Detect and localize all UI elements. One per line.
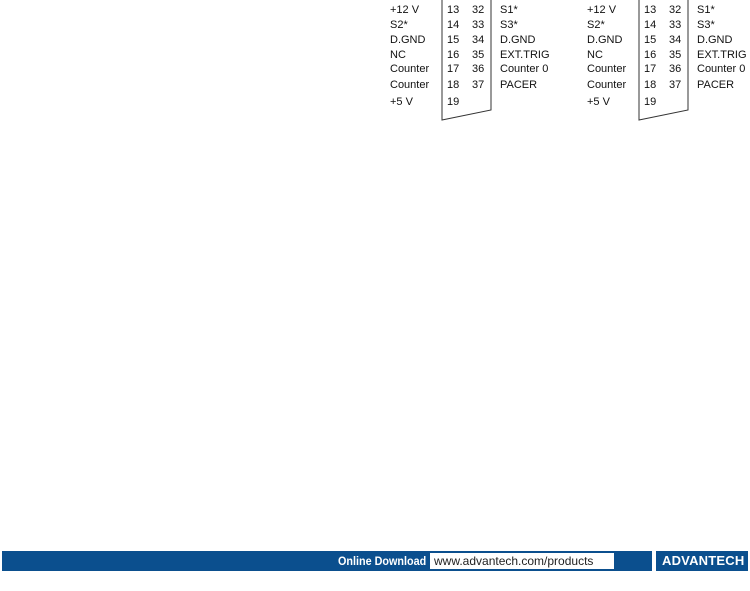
pin-row: NC 16 35 EXT.TRIG bbox=[587, 48, 750, 62]
pin-row: +12 V 13 32 S1* bbox=[390, 3, 570, 17]
pin-row: Counter 17 36 Counter 0 bbox=[390, 62, 570, 76]
signal-right: S3* bbox=[500, 19, 518, 31]
pin-row: NC 16 35 EXT.TRIG bbox=[390, 48, 570, 62]
pin-number: 19 bbox=[644, 96, 657, 108]
signal-left: +5 V bbox=[390, 96, 413, 108]
pin-number: 17 bbox=[447, 63, 460, 75]
pin-number: 15 bbox=[644, 34, 657, 46]
signal-left: S2* bbox=[587, 19, 605, 31]
signal-right: Counter 0 bbox=[697, 63, 746, 75]
pin-number: 18 bbox=[644, 79, 657, 91]
signal-left: NC bbox=[390, 49, 406, 61]
pin-number: 14 bbox=[447, 19, 460, 31]
signal-right: S1* bbox=[697, 4, 715, 16]
signal-right: D.GND bbox=[697, 34, 733, 46]
pin-row: S2* 14 33 S3* bbox=[587, 18, 750, 32]
online-download-label: Online Download bbox=[338, 554, 427, 568]
pin-row: +5 V 19 bbox=[390, 95, 570, 109]
pin-number: 13 bbox=[644, 4, 657, 16]
pin-row: D.GND 15 34 D.GND bbox=[390, 33, 570, 47]
pin-number: 17 bbox=[644, 63, 657, 75]
pin-row: D.GND 15 34 D.GND bbox=[587, 33, 750, 47]
connector-outline bbox=[638, 0, 689, 121]
pin-number: 15 bbox=[447, 34, 460, 46]
signal-right: Counter 0 bbox=[500, 63, 549, 75]
signal-right: D.GND bbox=[500, 34, 536, 46]
pin-number: 36 bbox=[669, 63, 682, 75]
signal-left: Counter bbox=[390, 79, 430, 91]
pin-row: +5 V 19 bbox=[587, 95, 750, 109]
pin-number: 16 bbox=[644, 49, 657, 61]
pin-number: 13 bbox=[447, 4, 460, 16]
signal-left: +12 V bbox=[587, 4, 617, 16]
signal-left: +12 V bbox=[390, 4, 420, 16]
connector-outline bbox=[441, 0, 492, 121]
download-url-link[interactable]: www.advantech.com/products bbox=[430, 553, 614, 569]
pin-row: S2* 14 33 S3* bbox=[390, 18, 570, 32]
advantech-logo: ADVANTECH bbox=[662, 553, 745, 568]
signal-right: PACER bbox=[697, 79, 735, 91]
signal-left: S2* bbox=[390, 19, 408, 31]
signal-left: Counter bbox=[587, 63, 627, 75]
pin-number: 36 bbox=[472, 63, 485, 75]
pin-row: Counter 18 37 PACER bbox=[587, 78, 750, 92]
pin-number: 14 bbox=[644, 19, 657, 31]
connector-pinout-1: +12 V 13 32 S1* S2* 14 33 S3* D.GND 15 34 D.GND NC 16… bbox=[390, 0, 570, 125]
pin-number: 18 bbox=[447, 79, 460, 91]
footer-divider bbox=[652, 551, 656, 571]
pin-number: 35 bbox=[669, 49, 682, 61]
pin-number: 37 bbox=[669, 79, 682, 91]
pin-number: 16 bbox=[447, 49, 460, 61]
pin-row: Counter 18 37 PACER bbox=[390, 78, 570, 92]
signal-left: Counter bbox=[390, 63, 430, 75]
signal-right: EXT.TRIG bbox=[697, 49, 747, 61]
pin-number: 34 bbox=[472, 34, 485, 46]
signal-right: PACER bbox=[500, 79, 538, 91]
signal-right: S1* bbox=[500, 4, 518, 16]
footer-bar: Online Download www.advantech.com/produc… bbox=[2, 551, 748, 571]
pin-number: 19 bbox=[447, 96, 460, 108]
signal-left: D.GND bbox=[390, 34, 426, 46]
signal-left: +5 V bbox=[587, 96, 610, 108]
pin-number: 33 bbox=[669, 19, 682, 31]
pin-number: 32 bbox=[472, 4, 485, 16]
signal-left: Counter bbox=[587, 79, 627, 91]
pin-number: 33 bbox=[472, 19, 485, 31]
pin-number: 34 bbox=[669, 34, 682, 46]
signal-left: D.GND bbox=[587, 34, 623, 46]
pin-number: 37 bbox=[472, 79, 485, 91]
pin-number: 35 bbox=[472, 49, 485, 61]
signal-left: NC bbox=[587, 49, 603, 61]
pin-row: Counter 17 36 Counter 0 bbox=[587, 62, 750, 76]
pin-number: 32 bbox=[669, 4, 682, 16]
pin-row: +12 V 13 32 S1* bbox=[587, 3, 750, 17]
connector-pinout-2: +12 V 13 32 S1* S2* 14 33 S3* D.GND 15 34 D.GND NC 16… bbox=[587, 0, 750, 125]
signal-right: EXT.TRIG bbox=[500, 49, 550, 61]
signal-right: S3* bbox=[697, 19, 715, 31]
